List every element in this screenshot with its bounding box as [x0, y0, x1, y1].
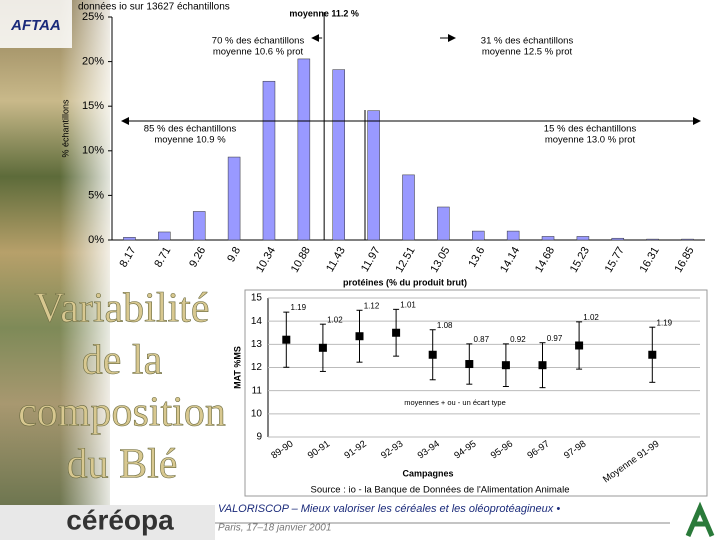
mean-point [428, 350, 437, 359]
annotation: moyenne 10.6 % prot [213, 47, 304, 58]
x-tick-label: 13.6 [466, 245, 487, 270]
bar [402, 174, 415, 241]
mean-point [318, 343, 327, 352]
x-tick-label: 13.05 [428, 245, 452, 275]
title-line: Variabilité [35, 286, 210, 332]
x-tick-label: 8.17 [117, 245, 138, 270]
footer-line2: Paris, 17–18 janvier 2001 [218, 523, 331, 534]
y-tick-label: 12 [251, 362, 263, 373]
error-label: 0.87 [474, 335, 490, 344]
mean-point [648, 350, 657, 359]
x-tick-label: 8.71 [152, 245, 173, 270]
bar [576, 236, 590, 241]
y-tick-label: 25% [82, 11, 104, 23]
error-label: 1.02 [327, 315, 343, 324]
x-tick-label: 16.85 [673, 245, 697, 275]
y-tick-label: 14 [251, 316, 263, 327]
annotation: 31 % des échantillons [481, 36, 574, 47]
y-tick-label: 9 [256, 432, 262, 443]
x-tick-label: 16.31 [638, 245, 662, 275]
mean-point [465, 360, 474, 369]
error-label: 0.92 [510, 335, 526, 344]
x-tick-label: 10.34 [254, 245, 278, 275]
error-label: 1.19 [291, 303, 307, 312]
error-label: 1.19 [657, 318, 673, 327]
x-tick-label: 15.23 [568, 245, 592, 275]
y-tick-label: 15% [82, 100, 104, 112]
annotation: moyenne 10.9 % [154, 135, 226, 146]
error-label: 1.12 [364, 301, 380, 310]
x-axis-label: Campagnes [402, 468, 453, 478]
slide-title: Variabilité de la composition du Blé [18, 285, 226, 488]
title-line: du Blé [67, 442, 178, 488]
annotation: 85 % des échantillons [144, 124, 237, 135]
y-tick-label: 5% [88, 189, 104, 201]
y-tick-label: 10% [82, 145, 104, 157]
bar [227, 156, 241, 241]
annotation: moyenne 12.5 % prot [482, 47, 573, 58]
y-tick-label: 13 [251, 339, 263, 350]
x-tick-label: 9.26 [187, 245, 208, 270]
footer-line1: VALORISCOP – Mieux valoriser les céréale… [218, 503, 560, 515]
bar [192, 211, 206, 241]
photo-fade [60, 0, 120, 505]
y-tick-label: 0% [88, 234, 104, 246]
source: Source : io - la Banque de Données de l'… [310, 485, 569, 496]
bar [646, 238, 659, 241]
bar [158, 231, 171, 241]
mean-point [282, 335, 291, 344]
y-tick-label: 15 [251, 293, 263, 304]
y-axis-label: % échantillons [60, 99, 70, 158]
bar [297, 58, 311, 241]
logo-cereopa: céréopa [66, 504, 174, 535]
x-axis-label: protéines (% du produit brut) [343, 277, 467, 287]
logo-right-mark [685, 501, 715, 537]
bar [437, 206, 450, 241]
x-tick-label: 14.14 [498, 245, 522, 275]
y-axis-label: MAT %MS [232, 346, 242, 389]
title-line: composition [18, 390, 226, 436]
logo-box [0, 0, 72, 48]
bar [506, 230, 520, 241]
bar [367, 110, 380, 241]
legend: moyennes + ou - un écart type [404, 398, 506, 407]
x-tick-label: 11.43 [324, 245, 348, 274]
chart-title: données io sur 13627 échantillons [78, 2, 230, 13]
mean-point [392, 328, 401, 337]
annotation: 70 % des échantillons [212, 36, 305, 47]
bar [681, 238, 694, 241]
y-tick-label: 11 [252, 385, 263, 396]
error-label: 1.08 [437, 321, 453, 330]
logo-aftaa: AFTAA [10, 17, 61, 34]
footer-logo-box [0, 505, 215, 540]
bar [332, 69, 345, 241]
y-tick-label: 20% [82, 56, 104, 68]
annotation: moyenne 13.0 % prot [545, 135, 636, 146]
x-tick-label: 14.68 [533, 245, 557, 275]
y-tick-label: 10 [251, 408, 263, 419]
bar [472, 230, 485, 241]
error-label: 1.02 [583, 313, 599, 322]
mean-point [575, 341, 584, 350]
mean-point [501, 361, 510, 370]
x-tick-label: 12.51 [393, 245, 417, 275]
x-tick-label: 11.97 [359, 245, 383, 274]
x-tick-label: 15.77 [603, 245, 627, 275]
mean-point [538, 361, 547, 370]
error-label: 1.01 [400, 300, 416, 309]
bar [611, 237, 625, 241]
annotation: moyenne 11.2 % [289, 8, 359, 18]
title-line: de la [82, 338, 163, 384]
bar [123, 237, 136, 241]
bar [262, 80, 276, 241]
bar [541, 236, 555, 241]
error-label: 0.97 [547, 334, 563, 343]
x-tick-label: 9.8 [225, 245, 243, 264]
annotation: 15 % des échantillons [544, 124, 637, 135]
x-tick-label: 10.88 [289, 245, 313, 275]
mean-point [355, 332, 364, 341]
